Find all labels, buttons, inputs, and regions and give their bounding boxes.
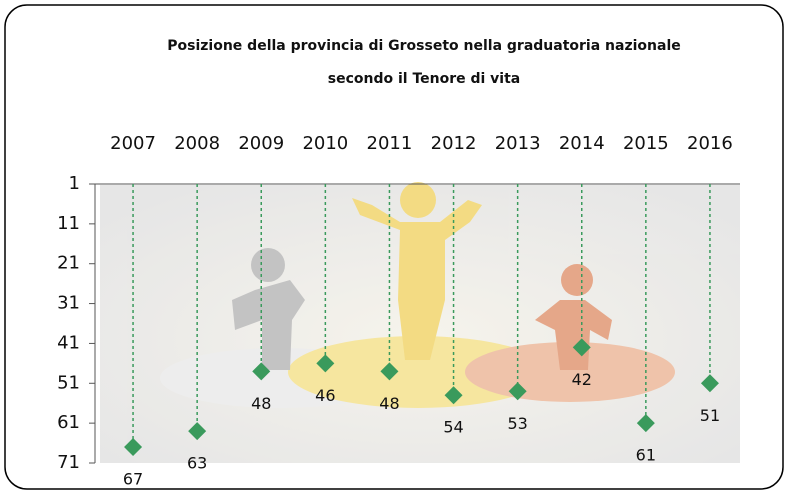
x-tick-label: 2010 [302, 133, 348, 154]
y-tick-label: 31 [57, 293, 80, 314]
y-tick-label: 61 [57, 412, 80, 433]
marker [700, 374, 719, 393]
x-tick-label: 2007 [110, 133, 156, 154]
background-illustration [100, 182, 740, 463]
x-tick-label: 2009 [238, 133, 284, 154]
y-tick-label: 1 [69, 173, 80, 194]
marker [252, 362, 271, 381]
marker [572, 338, 591, 357]
data-label: 46 [315, 386, 335, 405]
data-label: 63 [187, 454, 207, 473]
marker [508, 382, 527, 401]
y-tick-label: 51 [57, 372, 80, 393]
marker [380, 362, 399, 381]
y-tick-label: 71 [57, 452, 80, 473]
data-label: 53 [507, 414, 527, 433]
data-label: 48 [251, 394, 271, 413]
y-tick-label: 41 [57, 332, 80, 353]
marker [444, 386, 463, 405]
chart-title: secondo il Tenore di vita [328, 71, 521, 87]
x-tick-label: 2016 [687, 133, 733, 154]
x-tick-label: 2008 [174, 133, 220, 154]
x-tick-label: 2012 [431, 133, 477, 154]
data-label: 42 [572, 370, 592, 389]
y-tick-label: 21 [57, 253, 80, 274]
data-label: 51 [700, 406, 720, 425]
marker [636, 414, 655, 433]
marker [124, 438, 143, 457]
data-label: 61 [636, 446, 656, 465]
data-label: 48 [379, 394, 399, 413]
x-tick-label: 2014 [559, 133, 605, 154]
chart-title: Posizione della provincia di Grosseto ne… [167, 38, 680, 54]
marker [188, 422, 207, 441]
data-label: 54 [443, 418, 463, 437]
x-tick-label: 2013 [495, 133, 541, 154]
x-tick-label: 2011 [367, 133, 413, 154]
marker [316, 354, 335, 373]
data-label: 67 [123, 470, 143, 489]
x-tick-label: 2015 [623, 133, 669, 154]
y-tick-label: 11 [57, 213, 80, 234]
